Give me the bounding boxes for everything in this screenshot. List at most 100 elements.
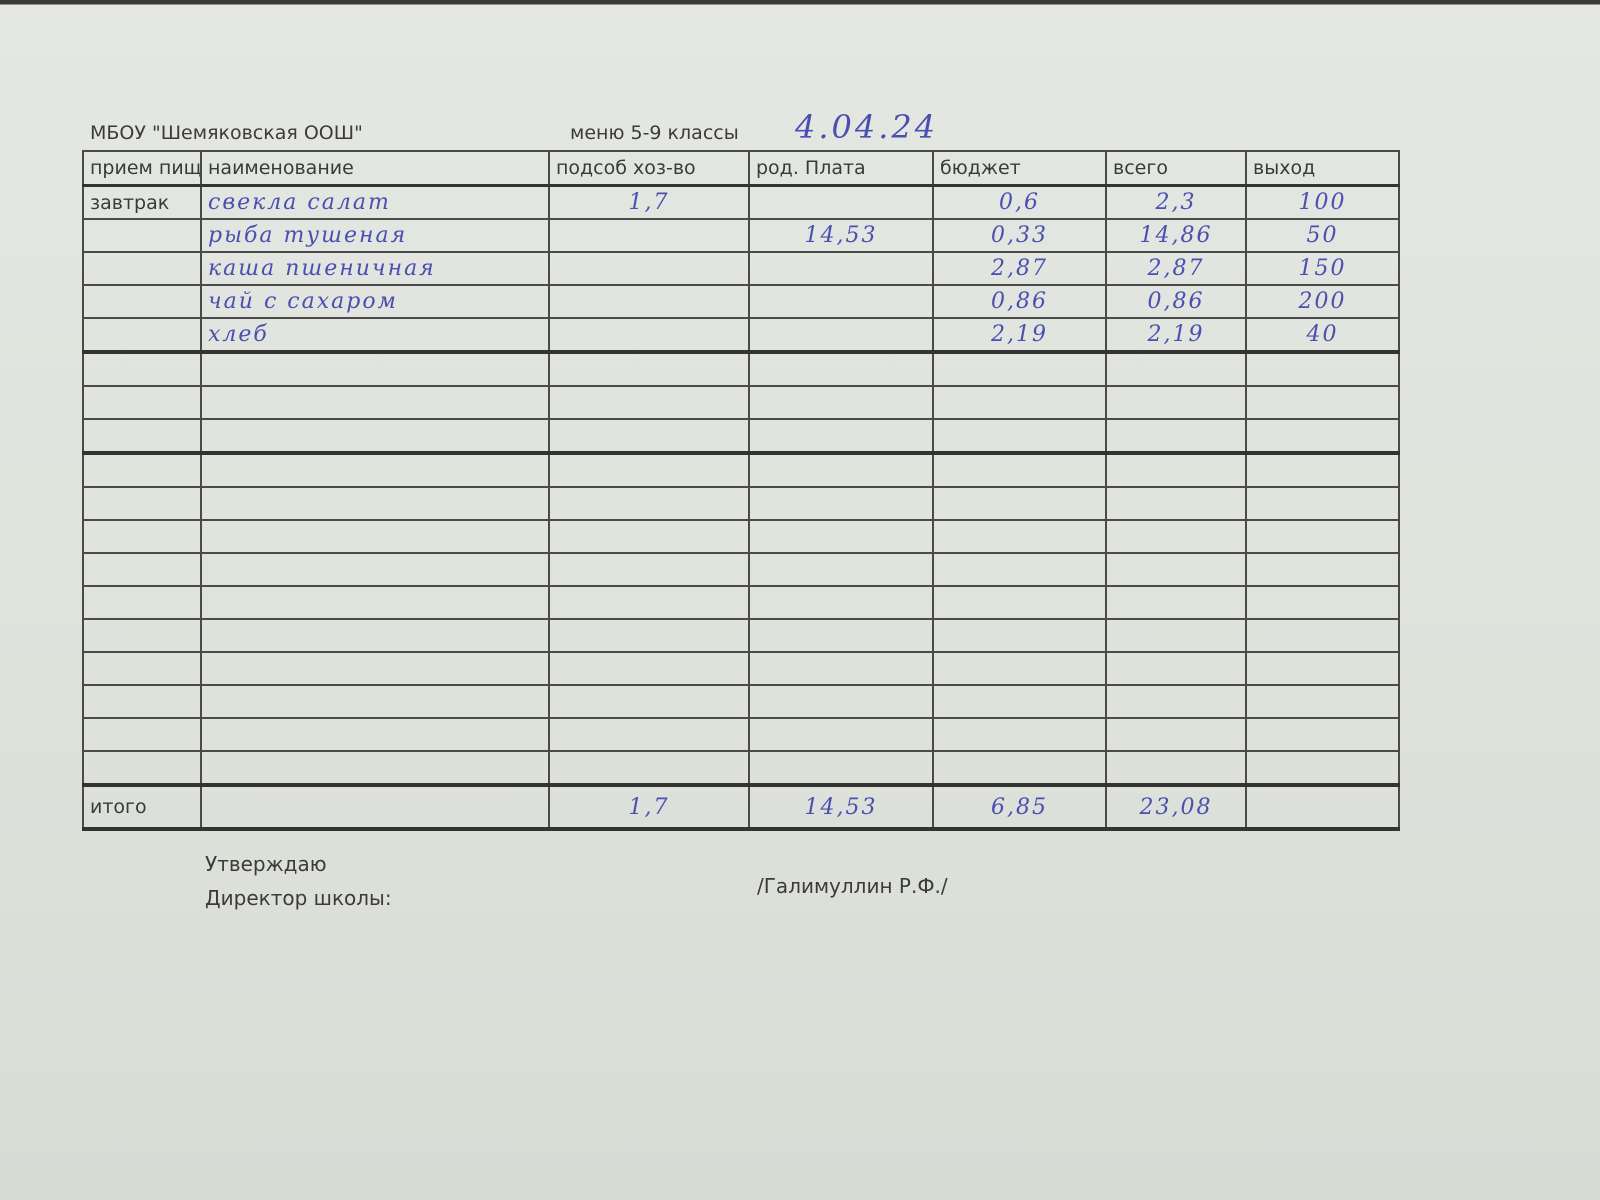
table-cell xyxy=(1105,385,1247,420)
table-cell xyxy=(748,618,934,653)
table-cell xyxy=(548,385,750,420)
value-budget: 2,87 xyxy=(932,251,1107,286)
table-cell xyxy=(548,350,750,387)
table-cell xyxy=(82,750,202,786)
table-cell xyxy=(1245,552,1400,587)
table-cell xyxy=(1245,783,1400,831)
table-cell xyxy=(1105,519,1247,554)
table-row: хлеб 2,19 2,19 40 xyxy=(82,317,1400,353)
table-cell xyxy=(1245,451,1400,488)
table-cell xyxy=(1245,350,1400,387)
table-cell xyxy=(1245,486,1400,521)
table-cell xyxy=(1105,350,1247,387)
menu-title: меню 5-9 классы xyxy=(570,122,739,144)
value-output: 100 xyxy=(1245,184,1400,220)
empty-row xyxy=(82,651,1400,686)
table-cell xyxy=(1245,684,1400,719)
table-cell xyxy=(548,651,750,686)
table-cell xyxy=(1245,385,1400,420)
table-cell xyxy=(82,350,202,387)
value-podsob: 1,7 xyxy=(548,184,750,220)
school-name: МБОУ "Шемяковская ООШ" xyxy=(90,122,363,144)
meal-cell: завтрак xyxy=(82,184,202,220)
dish-name: свекла салат xyxy=(200,184,550,220)
table-cell xyxy=(932,350,1107,387)
value-output: 150 xyxy=(1245,251,1400,286)
table-cell xyxy=(1245,519,1400,554)
empty-row xyxy=(82,585,1400,620)
table-cell xyxy=(1245,418,1400,454)
col-header: род. Плата xyxy=(748,150,934,187)
table-cell xyxy=(200,618,550,653)
value-output: 200 xyxy=(1245,284,1400,319)
value-total: 2,19 xyxy=(1105,317,1247,353)
value-output: 40 xyxy=(1245,317,1400,353)
table-cell xyxy=(200,385,550,420)
table-cell xyxy=(82,418,202,454)
value-rod xyxy=(748,251,934,286)
total-budget: 6,85 xyxy=(932,783,1107,831)
table-cell xyxy=(1245,651,1400,686)
table-cell xyxy=(1105,486,1247,521)
header-row: прием пищ наименование подсоб хоз-во род… xyxy=(82,150,1400,187)
totals-row: итого 1,7 14,53 6,85 23,08 xyxy=(82,783,1400,831)
value-budget: 2,19 xyxy=(932,317,1107,353)
table-cell xyxy=(748,451,934,488)
empty-row xyxy=(82,684,1400,719)
col-header: всего xyxy=(1105,150,1247,187)
dish-name: чай с сахаром xyxy=(200,284,550,319)
table-cell xyxy=(82,585,202,620)
empty-row xyxy=(82,486,1400,521)
table-cell xyxy=(748,651,934,686)
table-cell xyxy=(932,486,1107,521)
table-cell xyxy=(200,552,550,587)
table-cell xyxy=(1105,618,1247,653)
table-cell xyxy=(82,284,202,319)
table-cell xyxy=(748,585,934,620)
table-cell xyxy=(1245,750,1400,786)
dish-name: каша пшеничная xyxy=(200,251,550,286)
table-row: завтрак свекла салат 1,7 0,6 2,3 100 xyxy=(82,184,1400,220)
empty-row xyxy=(82,418,1400,454)
value-rod xyxy=(748,184,934,220)
empty-row xyxy=(82,350,1400,387)
table-cell xyxy=(548,750,750,786)
table-cell xyxy=(82,618,202,653)
table-cell xyxy=(1105,585,1247,620)
empty-row xyxy=(82,451,1400,488)
value-total: 14,86 xyxy=(1105,218,1247,253)
table-cell xyxy=(200,783,550,831)
table-cell xyxy=(748,486,934,521)
table-cell xyxy=(932,750,1107,786)
table-row: рыба тушеная 14,53 0,33 14,86 50 xyxy=(82,218,1400,253)
table-cell xyxy=(932,585,1107,620)
table-cell xyxy=(548,618,750,653)
col-header: выход xyxy=(1245,150,1400,187)
table-cell xyxy=(548,552,750,587)
table-cell xyxy=(200,750,550,786)
value-total: 0,86 xyxy=(1105,284,1247,319)
table-cell xyxy=(200,486,550,521)
table-cell xyxy=(82,486,202,521)
table-row: каша пшеничная 2,87 2,87 150 xyxy=(82,251,1400,286)
value-total: 2,3 xyxy=(1105,184,1247,220)
table-cell xyxy=(200,519,550,554)
totals-label: итого xyxy=(82,783,202,831)
empty-row xyxy=(82,552,1400,587)
table-cell xyxy=(82,651,202,686)
table-cell xyxy=(748,385,934,420)
value-output: 50 xyxy=(1245,218,1400,253)
table-cell xyxy=(82,317,202,353)
table-cell xyxy=(200,418,550,454)
table-cell xyxy=(932,418,1107,454)
table-cell xyxy=(548,684,750,719)
table-cell xyxy=(548,486,750,521)
table-cell xyxy=(748,750,934,786)
empty-row xyxy=(82,750,1400,786)
table-cell xyxy=(200,717,550,752)
total-total: 23,08 xyxy=(1105,783,1247,831)
value-podsob xyxy=(548,218,750,253)
table-cell xyxy=(200,350,550,387)
menu-table: прием пищ наименование подсоб хоз-во род… xyxy=(82,150,1400,831)
total-podsob: 1,7 xyxy=(548,783,750,831)
